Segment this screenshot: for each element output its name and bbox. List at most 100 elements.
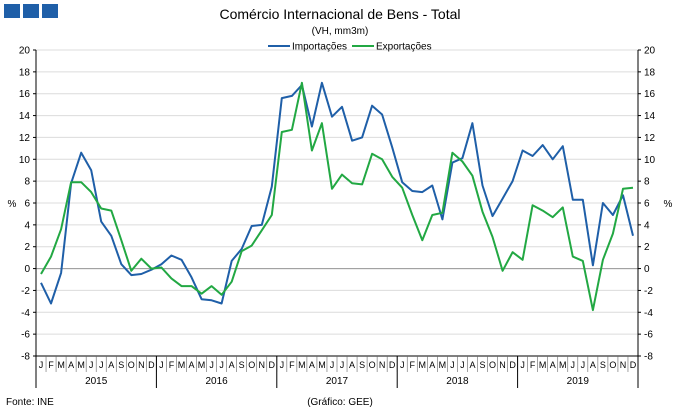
y-tick-label-left: -8 <box>21 352 30 363</box>
month-label: J <box>209 360 214 370</box>
year-label: 2019 <box>567 376 590 387</box>
y-tick-label-right: 4 <box>644 220 650 231</box>
source-note: Fonte: INE <box>6 397 54 408</box>
month-label: J <box>520 360 525 370</box>
y-tick-label-right: 18 <box>644 67 656 78</box>
y-tick-label-left: 6 <box>24 199 30 210</box>
month-label: F <box>530 360 536 370</box>
month-label: J <box>581 360 586 370</box>
y-tick-label-left: 8 <box>24 177 30 188</box>
y-tick-label-right: 0 <box>644 264 650 275</box>
logo-block-3 <box>42 4 58 18</box>
y-tick-label-left: -2 <box>21 286 30 297</box>
series-line-exportaes <box>40 81 634 312</box>
y-tick-label-left: 0 <box>24 264 30 275</box>
month-label: D <box>509 360 516 370</box>
month-label: J <box>159 360 164 370</box>
month-label: S <box>359 360 365 370</box>
y-tick-label-left: 16 <box>19 89 31 100</box>
month-label: J <box>280 360 285 370</box>
month-label: M <box>419 360 427 370</box>
month-label: A <box>429 360 435 370</box>
y-tick-label-right: -4 <box>644 308 653 319</box>
month-label: F <box>410 360 416 370</box>
month-label: J <box>99 360 104 370</box>
month-label: O <box>128 360 135 370</box>
month-label: J <box>400 360 405 370</box>
y-axis-label-left: % <box>8 199 17 210</box>
month-label: D <box>269 360 276 370</box>
month-label: M <box>298 360 306 370</box>
y-tick-label-left: 10 <box>19 155 31 166</box>
month-label: O <box>248 360 255 370</box>
month-label: N <box>620 360 627 370</box>
logo-block-2 <box>23 4 39 18</box>
month-label: A <box>349 360 355 370</box>
month-label: N <box>138 360 145 370</box>
month-label: J <box>571 360 576 370</box>
y-tick-label-right: -2 <box>644 286 653 297</box>
chart-title: Comércio Internacional de Bens - Total <box>219 6 461 22</box>
ine-logo <box>4 4 58 18</box>
y-tick-label-left: -4 <box>21 308 30 319</box>
y-tick-label-right: 8 <box>644 177 650 188</box>
y-tick-label-right: 20 <box>644 46 656 57</box>
y-tick-label-right: 16 <box>644 89 656 100</box>
y-tick-label-right: 10 <box>644 155 656 166</box>
month-label: M <box>178 360 186 370</box>
year-label: 2017 <box>326 376 349 387</box>
y-tick-label-left: 14 <box>19 111 31 122</box>
y-tick-label-right: 6 <box>644 199 650 210</box>
month-label: M <box>539 360 547 370</box>
chart-credit: (Gráfico: GEE) <box>307 397 373 408</box>
month-label: J <box>340 360 345 370</box>
month-label: A <box>189 360 195 370</box>
month-label: F <box>169 360 175 370</box>
year-label: 2018 <box>446 376 469 387</box>
month-label: M <box>57 360 65 370</box>
y-axis-label-right: % <box>664 199 673 210</box>
y-tick-label-left: 18 <box>19 67 31 78</box>
month-label: M <box>198 360 206 370</box>
month-label: M <box>318 360 326 370</box>
month-label: S <box>239 360 245 370</box>
y-tick-label-left: -6 <box>21 330 30 341</box>
year-label: 2015 <box>85 376 108 387</box>
month-label: A <box>590 360 596 370</box>
chart-subtitle: (VH, mm3m) <box>311 26 369 37</box>
month-label: A <box>309 360 315 370</box>
month-label: M <box>439 360 447 370</box>
y-tick-label-right: 2 <box>644 242 650 253</box>
month-label: F <box>289 360 295 370</box>
month-label: A <box>229 360 235 370</box>
month-label: F <box>48 360 54 370</box>
month-label: A <box>68 360 74 370</box>
legend-label: Importações <box>292 42 347 53</box>
month-label: M <box>559 360 567 370</box>
month-label: D <box>630 360 637 370</box>
month-label: O <box>609 360 616 370</box>
month-label: S <box>479 360 485 370</box>
month-label: A <box>469 360 475 370</box>
month-label: N <box>499 360 506 370</box>
month-label: A <box>550 360 556 370</box>
y-tick-label-left: 12 <box>19 133 31 144</box>
month-label: J <box>330 360 335 370</box>
month-label: O <box>369 360 376 370</box>
y-tick-label-left: 2 <box>24 242 30 253</box>
month-label: J <box>39 360 44 370</box>
y-tick-label-left: 20 <box>19 46 31 57</box>
month-label: N <box>379 360 386 370</box>
legend-label: Exportações <box>376 42 432 53</box>
month-label: A <box>108 360 114 370</box>
y-tick-label-left: 4 <box>24 220 30 231</box>
y-tick-label-right: -8 <box>644 352 653 363</box>
y-tick-label-right: 12 <box>644 133 656 144</box>
month-label: M <box>77 360 85 370</box>
year-label: 2016 <box>205 376 228 387</box>
month-label: S <box>118 360 124 370</box>
month-label: D <box>389 360 396 370</box>
series-line-importaes <box>40 81 634 305</box>
logo-block-1 <box>4 4 20 18</box>
